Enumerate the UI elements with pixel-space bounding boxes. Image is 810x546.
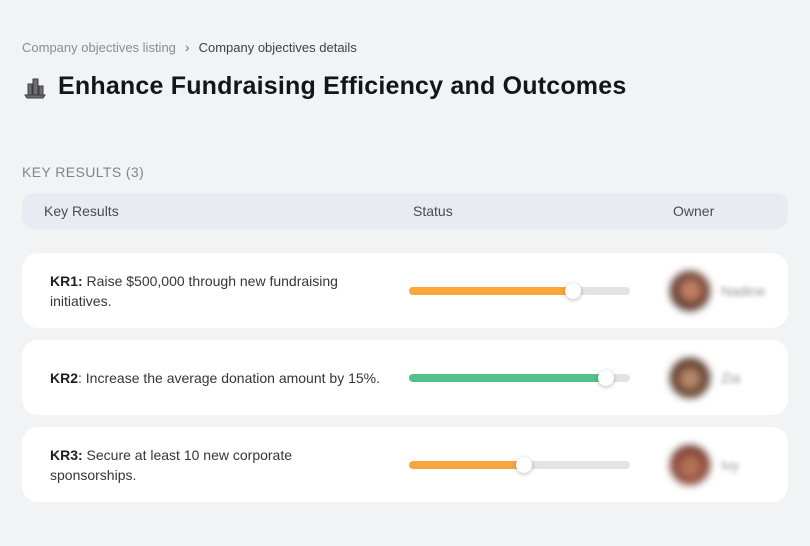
kr2-progress-fill xyxy=(409,369,614,386)
kr1-progress-slider[interactable] xyxy=(409,282,630,299)
column-header-owner: Owner xyxy=(673,203,715,219)
page-title: Enhance Fundraising Efficiency and Outco… xyxy=(58,72,627,100)
kr3-owner: Ivy xyxy=(670,444,788,485)
kr3-description: KR3: Secure at least 10 new corporate sp… xyxy=(22,445,382,485)
kr3-progress-track xyxy=(409,456,630,473)
kr1-slider-knob[interactable] xyxy=(564,282,581,299)
key-result-row-kr1[interactable]: KR1: Raise $500,000 through new fundrais… xyxy=(22,253,788,328)
kr2-label: KR2 xyxy=(50,369,79,386)
kr2-slider-knob[interactable] xyxy=(597,369,614,386)
kr3-slider-knob[interactable] xyxy=(515,456,532,473)
breadcrumb-current-details: Company objectives details xyxy=(198,40,357,55)
kr1-owner: Nadine xyxy=(670,270,788,311)
kr1-label: KR1: xyxy=(50,272,83,289)
key-result-row-kr3[interactable]: KR3: Secure at least 10 new corporate sp… xyxy=(22,427,788,502)
key-result-row-kr2[interactable]: KR2: Increase the average donation amoun… xyxy=(22,340,788,415)
kr2-owner: Zia xyxy=(670,357,788,398)
column-header-key-results: Key Results xyxy=(44,203,119,219)
kr2-text: : Increase the average donation amount b… xyxy=(78,369,380,386)
table-header: Key Results Status Owner xyxy=(22,193,788,229)
kr1-progress-fill xyxy=(409,282,581,299)
key-results-list: KR1: Raise $500,000 through new fundrais… xyxy=(22,253,788,502)
kr2-description: KR2: Increase the average donation amoun… xyxy=(22,368,382,388)
column-header-status: Status xyxy=(413,203,453,219)
title-row: Enhance Fundraising Efficiency and Outco… xyxy=(22,72,788,101)
kr3-owner-name: Ivy xyxy=(721,456,739,473)
kr1-description: KR1: Raise $500,000 through new fundrais… xyxy=(22,271,382,311)
breadcrumb-link-listing[interactable]: Company objectives listing xyxy=(22,40,176,55)
kr1-text: Raise $500,000 through new fundraising i… xyxy=(50,272,338,309)
kr2-owner-avatar xyxy=(670,357,710,398)
page: Company objectives listing › Company obj… xyxy=(22,38,788,502)
kr3-owner-avatar xyxy=(670,444,710,485)
kr2-owner-name: Zia xyxy=(721,369,741,386)
key-results-count-label: KEY RESULTS (3) xyxy=(22,164,145,180)
kr2-progress-slider[interactable] xyxy=(409,369,630,386)
cityscape-icon xyxy=(22,74,48,100)
kr3-label: KR3: xyxy=(50,446,83,463)
kr1-owner-name: Nadine xyxy=(721,282,766,299)
kr1-owner-avatar xyxy=(670,270,710,311)
kr1-progress-track xyxy=(409,282,630,299)
kr3-text: Secure at least 10 new corporate sponsor… xyxy=(50,446,293,483)
breadcrumb: Company objectives listing › Company obj… xyxy=(22,38,788,56)
kr2-progress-track xyxy=(409,369,630,386)
chevron-right-icon: › xyxy=(184,38,190,55)
kr3-progress-fill xyxy=(409,456,532,473)
kr3-progress-slider[interactable] xyxy=(409,456,630,473)
